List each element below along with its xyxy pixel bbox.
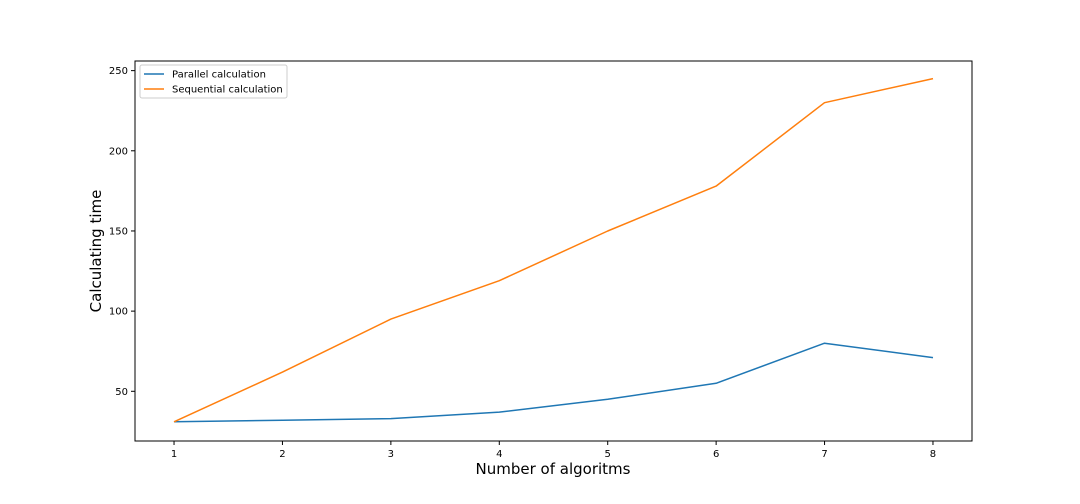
plot-area <box>134 60 973 442</box>
x-tick-label: 2 <box>279 449 285 460</box>
x-tick-label: 5 <box>605 449 611 460</box>
y-tick-label: 250 <box>109 66 128 77</box>
series-line-1 <box>173 342 934 423</box>
y-tick-label: 50 <box>115 387 128 398</box>
x-tick-label: 4 <box>496 449 502 460</box>
x-tick-label: 7 <box>821 449 827 460</box>
series-line-2 <box>173 77 934 423</box>
y-tick-label: 200 <box>109 146 128 157</box>
y-tick-label: 150 <box>109 226 128 237</box>
legend-label-1: Parallel calculation <box>172 70 266 81</box>
x-tick-label: 8 <box>930 449 936 460</box>
series-layer <box>173 77 934 423</box>
x-tick-label: 6 <box>713 449 719 460</box>
y-axis-title: Calculating time <box>87 190 105 313</box>
y-tick-label: 100 <box>109 307 128 318</box>
x-tick-label: 1 <box>171 449 177 460</box>
legend: Parallel calculation Sequential calculati… <box>139 64 288 99</box>
x-axis-ticks: 1 2 3 4 5 6 7 8 <box>171 441 936 460</box>
legend-label-2: Sequential calculation <box>172 85 283 96</box>
legend-box <box>139 64 288 99</box>
y-axis-ticks: 50 100 150 200 250 <box>109 66 135 398</box>
x-axis-title: Number of algoritms <box>476 460 631 478</box>
x-tick-label: 3 <box>388 449 394 460</box>
legend-entries: Parallel calculation Sequential calculati… <box>144 70 283 96</box>
